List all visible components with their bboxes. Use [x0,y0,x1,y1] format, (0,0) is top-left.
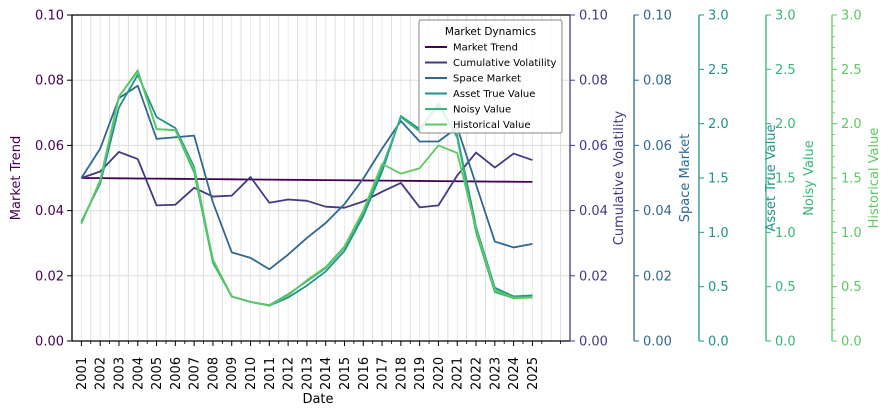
cum_vol-tick-label: 0.00 [579,335,608,350]
space-tick-label: 0.02 [643,269,672,284]
legend-title: Market Dynamics [445,26,536,38]
noisy-tick-label: 1.5 [775,172,796,187]
series-line [80,70,533,307]
x-tick-label: 2025 [526,357,541,390]
noisy-tick-label: 1.0 [775,226,796,241]
noisy-tick-label: 3.0 [775,9,796,24]
asset-tick-label: 3.0 [708,9,729,24]
x-tick-label: 2008 [206,357,221,390]
series-line [81,177,533,183]
cum_vol-axis-title: Cumulative Volatility [612,110,627,245]
noisy-tick-label: 0.5 [775,280,796,295]
cum_vol-tick-label: 0.08 [579,74,608,89]
x-tick-label: 2014 [319,357,334,390]
x-tick-label: 2009 [225,357,240,390]
market_trend-tick-label: 0.02 [35,269,64,284]
market_trend-tick-label: 0.06 [35,139,64,154]
noisy-tick-label: 0.0 [775,335,796,350]
x-tick-label: 2006 [169,357,184,390]
series-line [81,151,533,209]
cum_vol-tick-label: 0.06 [579,139,608,154]
legend-entry-label: Space Market [453,74,521,85]
cum_vol-tick-label: 0.04 [579,204,608,219]
space-tick-label: 0.10 [643,9,672,24]
noisy-tick-label: 2.5 [775,63,796,78]
space-tick-label: 0.06 [643,139,672,154]
legend-entry-label: Cumulative Volatility [453,58,557,69]
x-tick-label: 2013 [300,357,315,390]
x-tick-label: 2015 [338,357,353,390]
market_trend-tick-label: 0.00 [35,335,64,350]
space-axis-title: Space Market [678,134,693,222]
space-tick-label: 0.08 [643,74,672,89]
asset-tick-label: 1.0 [708,226,729,241]
noisy-tick-label: 2.0 [775,117,796,132]
hist-axis-title: Historical Value [867,128,882,229]
space-tick-label: 0.04 [643,204,672,219]
asset-tick-label: 2.5 [708,63,729,78]
legend-entry-label: Historical Value [453,120,530,131]
x-tick-label: 2012 [282,357,297,390]
asset-tick-label: 0.5 [708,280,729,295]
x-tick-label: 2017 [376,357,391,390]
hist-tick-label: 1.0 [841,226,862,241]
series-line [80,73,533,307]
x-tick-label: 2019 [413,357,428,390]
legend-box [418,19,563,134]
hist-tick-label: 0.0 [841,335,862,350]
x-tick-label: 2005 [150,357,165,390]
x-tick-label: 2011 [263,357,278,390]
x-tick-label: 2016 [357,357,372,390]
noisy-axis-title: Noisy Value [802,140,817,216]
hist-tick-label: 2.5 [841,63,862,78]
axes: 2001 2002 2003 2004 2005 2006 2007 2008 2009 2010… [9,9,882,391]
asset-axis-title: Asset True Value [764,124,779,231]
hist-tick-label: 0.5 [841,280,862,295]
x-tick-label: 2001 [75,357,90,390]
x-axis-label: Date [302,392,333,407]
legend-entry-label: Noisy Value [453,105,511,116]
x-tick-label: 2010 [244,357,259,390]
legend-entry-label: Market Trend [453,43,518,54]
hist-tick-label: 3.0 [841,9,862,24]
asset-tick-label: 0.0 [708,335,729,350]
legend-entry-label: Asset True Value [453,89,535,100]
space-tick-label: 0.00 [643,335,672,350]
legend[interactable]: Market Dynamics Market Trend Cumulative Vo… [418,19,563,134]
x-tick-label: 2024 [507,357,522,390]
x-tick-label: 2018 [394,357,409,390]
cum_vol-tick-label: 0.10 [579,9,608,24]
x-tick-label: 2020 [432,357,447,390]
market_trend-tick-label: 0.10 [35,9,64,24]
x-tick-label: 2003 [112,357,127,390]
x-tick-label: 2023 [488,357,503,390]
market_trend-axis-title: Market Trend [9,136,24,220]
hist-tick-label: 2.0 [841,117,862,132]
series-lines [80,69,533,307]
asset-tick-label: 1.5 [708,172,729,187]
cum_vol-tick-label: 0.02 [579,269,608,284]
x-tick-label: 2007 [188,357,203,390]
market_trend-tick-label: 0.08 [35,74,64,89]
hist-tick-label: 1.5 [841,172,862,187]
asset-tick-label: 2.0 [708,117,729,132]
market_trend-tick-label: 0.04 [35,204,64,219]
x-tick-label: 2021 [451,357,466,390]
x-tick-label: 2004 [131,357,146,390]
x-tick-label: 2022 [470,357,485,390]
x-tick-label: 2002 [94,357,109,390]
